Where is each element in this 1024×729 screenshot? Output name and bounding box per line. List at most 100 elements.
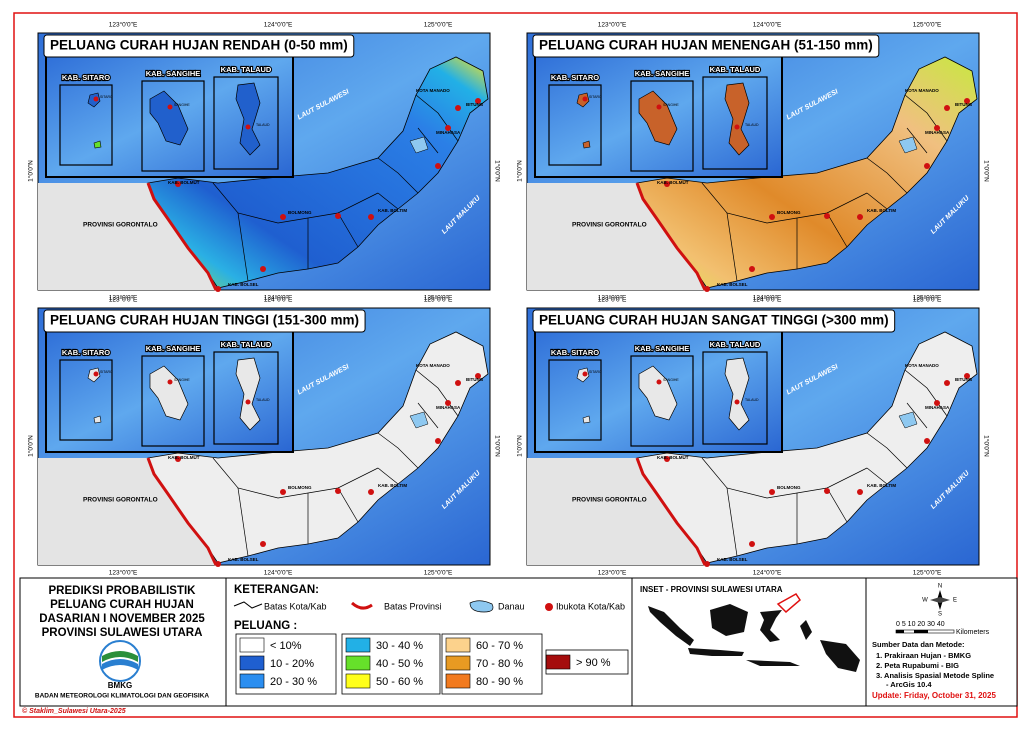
capital — [335, 213, 341, 219]
capital — [924, 438, 930, 444]
update-date: Update: Friday, October 31, 2025 — [872, 691, 996, 700]
longitude-label: 125°0'0"E — [424, 569, 453, 577]
symbol-province-boundary — [350, 601, 373, 610]
district-boundary — [377, 467, 399, 485]
legend-heading: KETERANGAN: — [234, 584, 319, 596]
capital — [245, 124, 251, 130]
map-label: KOTA MANADO — [905, 363, 939, 368]
neighbour-land — [527, 458, 707, 565]
latitude-label: 1°0'0"N — [27, 160, 35, 182]
map-label: PROVINSI GORONTALO — [83, 222, 158, 229]
compass-letter: W — [922, 598, 928, 604]
compass-letter: S — [938, 612, 942, 618]
capital — [435, 163, 441, 169]
longitude-label: 123°0'0"E — [598, 569, 627, 577]
capital — [704, 561, 710, 567]
symbol-district-boundary — [233, 601, 263, 609]
capital — [245, 399, 251, 405]
class-label: > 90 % — [576, 657, 611, 669]
district-boundary — [906, 127, 928, 154]
capital — [215, 286, 221, 292]
longitude-label: 125°0'0"E — [424, 21, 453, 29]
district-boundary — [212, 182, 379, 224]
district-boundary — [337, 487, 359, 523]
province — [636, 331, 978, 564]
legend-symbol-label: Ibukota Kota/Kab — [556, 601, 625, 611]
longitude-label: 124°0'0"E — [753, 21, 782, 29]
map-label: KAB. BOLSEL — [717, 282, 748, 287]
capital — [280, 214, 286, 220]
longitude-label: 123°0'0"E — [109, 21, 138, 29]
sources-heading: Sumber Data dan Metode: — [872, 640, 965, 649]
capital — [769, 214, 775, 220]
source-item: - ArcGis 10.4 — [886, 680, 932, 689]
longitude-label: 125°0'0"E — [424, 294, 453, 302]
latitude-label: 1°0'0"N — [982, 160, 990, 182]
capital — [824, 213, 830, 219]
district-boundary — [726, 212, 738, 282]
class-swatch — [445, 673, 471, 689]
panel-title-box — [43, 309, 366, 333]
capital — [964, 98, 970, 104]
island-town: SITARO — [100, 95, 113, 99]
island-town: TALAUD — [745, 398, 759, 402]
island-box-label: KAB. SITARO — [551, 73, 599, 82]
source-item: 1. Prakiraan Hujan - BMKG — [876, 651, 971, 660]
island-town: TALAUD — [745, 123, 759, 127]
longitude-label: 123°0'0"E — [598, 21, 627, 29]
capital — [924, 163, 930, 169]
map-label: PROVINSI GORONTALO — [572, 497, 647, 504]
district-boundary — [212, 457, 379, 499]
island — [235, 82, 261, 156]
capital — [260, 266, 266, 272]
map-label: MINAHASA — [436, 405, 461, 410]
class-label: 20 - 30 % — [270, 676, 317, 688]
capital — [215, 561, 221, 567]
source-item: 3. Analisis Spasial Metode Spline — [876, 671, 994, 680]
symbol-capital — [545, 603, 553, 611]
capital — [664, 456, 670, 462]
island-box-label: KAB. TALAUD — [221, 65, 272, 74]
longitude-label: 123°0'0"E — [109, 294, 138, 302]
capital — [368, 214, 374, 220]
scale-bar — [895, 629, 955, 634]
neighbour-land — [38, 458, 218, 565]
lake — [409, 136, 429, 154]
island — [638, 90, 678, 146]
capital — [944, 380, 950, 386]
island-box-label: KAB. TALAUD — [710, 340, 761, 349]
capital — [260, 541, 266, 547]
district-boundary — [904, 94, 948, 142]
island-box-label: KAB. SANGIHE — [146, 69, 201, 78]
capital — [475, 373, 481, 379]
legend-heading: PELUANG : — [234, 620, 297, 632]
capital — [93, 371, 99, 377]
district-boundary — [237, 212, 249, 282]
longitude-label: 124°0'0"E — [753, 296, 782, 304]
island — [638, 365, 678, 421]
province-boundary — [635, 457, 707, 566]
map-label: PROVINSI GORONTALO — [83, 497, 158, 504]
longitude-label: 125°0'0"E — [913, 296, 942, 304]
capital — [455, 105, 461, 111]
island — [149, 365, 189, 421]
capital — [944, 105, 950, 111]
sheet-title: PELUANG CURAH HUJAN — [50, 599, 194, 611]
map-label: KOTA MANADO — [416, 363, 450, 368]
capital — [734, 124, 740, 130]
capital — [664, 181, 670, 187]
island-box-label: KAB. SANGIHE — [635, 344, 690, 353]
class-swatch — [345, 637, 371, 653]
island-box — [702, 351, 768, 445]
class-label: 60 - 70 % — [476, 640, 523, 652]
map-label: KAB. BOLSEL — [228, 557, 259, 562]
panel-title: PELUANG CURAH HUJAN TINGGI (151-300 mm) — [50, 313, 359, 328]
island — [582, 415, 591, 424]
capital — [934, 125, 940, 131]
class-group-box — [235, 633, 337, 695]
capital — [964, 373, 970, 379]
legend-symbol-label: Danau — [498, 601, 525, 611]
province — [636, 56, 978, 289]
